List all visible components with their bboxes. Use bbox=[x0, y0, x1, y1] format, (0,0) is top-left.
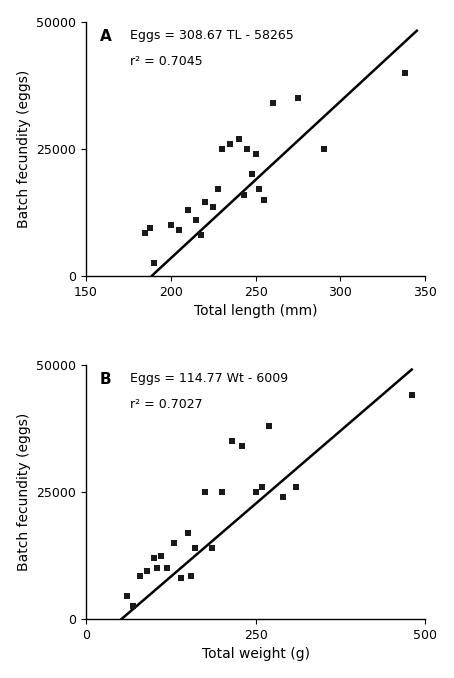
Point bbox=[266, 420, 273, 431]
Point bbox=[238, 441, 246, 452]
Point bbox=[188, 570, 195, 581]
Point bbox=[191, 542, 198, 553]
Point bbox=[401, 67, 409, 78]
Text: r² = 0.7045: r² = 0.7045 bbox=[130, 55, 202, 68]
Point bbox=[208, 542, 215, 553]
Point bbox=[252, 487, 259, 498]
Point bbox=[201, 487, 208, 498]
Point bbox=[123, 591, 130, 601]
Point bbox=[184, 527, 192, 538]
Point bbox=[249, 169, 256, 180]
Point bbox=[259, 481, 266, 492]
Point bbox=[178, 573, 185, 584]
Point bbox=[218, 487, 225, 498]
Text: r² = 0.7027: r² = 0.7027 bbox=[130, 398, 202, 411]
Text: Eggs = 308.67 TL - 58265: Eggs = 308.67 TL - 58265 bbox=[130, 29, 294, 42]
Point bbox=[215, 184, 222, 195]
Point bbox=[150, 258, 158, 268]
Point bbox=[167, 220, 174, 231]
X-axis label: Total length (mm): Total length (mm) bbox=[194, 304, 317, 318]
Point bbox=[252, 148, 259, 159]
Point bbox=[143, 565, 151, 576]
Point bbox=[153, 563, 161, 574]
Point bbox=[210, 202, 217, 213]
Text: B: B bbox=[99, 372, 111, 387]
Point bbox=[227, 138, 234, 149]
Point bbox=[176, 224, 183, 235]
Point bbox=[201, 197, 208, 207]
Point bbox=[269, 98, 276, 108]
Text: A: A bbox=[99, 29, 111, 44]
Point bbox=[197, 230, 205, 241]
Point bbox=[261, 194, 268, 205]
Point bbox=[293, 481, 300, 492]
Point bbox=[235, 133, 242, 144]
Point bbox=[130, 601, 137, 612]
Point bbox=[192, 214, 200, 225]
Y-axis label: Batch fecundity (eggs): Batch fecundity (eggs) bbox=[17, 413, 31, 571]
Point bbox=[164, 563, 171, 574]
Point bbox=[228, 436, 236, 447]
Y-axis label: Batch fecundity (eggs): Batch fecundity (eggs) bbox=[17, 70, 31, 228]
Point bbox=[147, 222, 154, 233]
Point bbox=[240, 189, 247, 200]
Point bbox=[142, 227, 149, 238]
Point bbox=[184, 204, 192, 215]
Point bbox=[150, 553, 158, 563]
Point bbox=[320, 143, 327, 154]
Point bbox=[171, 538, 178, 549]
X-axis label: Total weight (g): Total weight (g) bbox=[202, 647, 310, 661]
Point bbox=[137, 570, 144, 581]
Point bbox=[243, 143, 251, 154]
Text: Eggs = 114.77 Wt - 6009: Eggs = 114.77 Wt - 6009 bbox=[130, 372, 288, 386]
Point bbox=[157, 550, 164, 561]
Point bbox=[256, 184, 263, 195]
Point bbox=[295, 92, 302, 103]
Point bbox=[218, 143, 225, 154]
Point bbox=[279, 492, 286, 502]
Point bbox=[408, 390, 415, 401]
